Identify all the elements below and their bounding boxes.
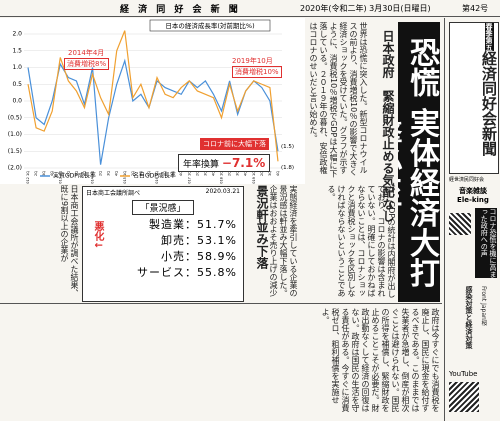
- data-label: (1.8): [281, 165, 294, 171]
- y-tick-label: (0.5): [8, 114, 22, 121]
- qr-code: [449, 213, 471, 235]
- x-tick-label: 2016 1Q: [155, 171, 159, 184]
- x-tick-label: 4Q: [211, 171, 215, 176]
- y-tick-label: 2.0: [12, 31, 22, 38]
- y-tick-label: 0.5: [12, 81, 22, 88]
- y-tick-label: 1.0: [12, 64, 22, 71]
- survey-title: 「景況感」: [132, 200, 194, 215]
- ad: コロナ恐慌を機に高まった政府への声: [475, 208, 497, 278]
- ad: 感染対策と経済対策: [465, 286, 473, 349]
- chart-title: 日本の経済成長率(対前期比%): [165, 21, 254, 30]
- issue: 第42号: [462, 4, 489, 13]
- ad: 音楽雑談 Ele-king: [449, 186, 497, 204]
- y-tick-label: (2.0): [8, 165, 22, 172]
- x-tick-label: 2012 1Q: [26, 171, 30, 184]
- sidebar: 春季第五経済同好会新聞 経世済民同好会 音楽雑談 Ele-king コロナ恐慌を機…: [444, 18, 500, 421]
- annotation: 年率換算: [183, 160, 220, 170]
- masthead: 経 済 同 好 会 新 聞 2020年(令和二年) 3月30日(日曜日) 第42…: [0, 0, 500, 17]
- annotation: 2019年10月: [232, 57, 273, 65]
- survey-date: 2020.03.21: [205, 188, 240, 195]
- x-tick-label: 2Q: [195, 171, 199, 176]
- x-tick-label: 2018 1Q: [220, 171, 224, 184]
- sidebar-title: 春季第五経済同好会新聞: [449, 22, 499, 174]
- org: 経世済民同好会: [449, 177, 485, 183]
- x-tick-label: 3Q: [203, 171, 207, 176]
- qr-code: [449, 382, 479, 412]
- x-tick-label: 2Q: [99, 171, 103, 176]
- ad-line: 音楽雑談: [459, 187, 487, 195]
- x-tick-label: 2017 1Q: [187, 171, 191, 184]
- x-tick-label: 2014 1Q: [91, 171, 95, 184]
- headline: 恐慌 実体経済大打撃必至: [398, 22, 440, 302]
- annotation-box: 年率換算 −7.1%: [178, 154, 271, 172]
- rule: [0, 303, 442, 304]
- body-text: が、GDPの統計は内閣府が出しており、コロナの影響は含まれていない。明確にしてお…: [327, 185, 396, 299]
- x-tick-label: 4Q: [82, 171, 86, 176]
- date: 2020年(令和二年) 3月30日(日曜日): [300, 4, 431, 13]
- survey-source: 日本商工会議所調べ 2020.03.21: [83, 187, 243, 198]
- x-tick-label: 2015 1Q: [123, 171, 127, 184]
- legend-label: 実質GDP成長率: [53, 172, 96, 180]
- x-tick-label: 2Q: [228, 171, 232, 176]
- survey-row: 卸売：53.1%: [161, 233, 237, 247]
- x-tick-label: 3Q: [268, 171, 272, 176]
- ad-line: Ele-king: [457, 196, 489, 204]
- x-tick-label: 4Q: [276, 171, 280, 176]
- x-tick-label: 3Q: [107, 171, 111, 176]
- y-tick-label: (1.5): [8, 148, 22, 155]
- x-tick-label: 3Q: [236, 171, 240, 176]
- y-tick-label: (1.0): [8, 131, 22, 138]
- subhead-line: 日本政府: [381, 30, 395, 78]
- survey-row: サービス：55.8%: [137, 265, 237, 279]
- chart: 日本の経済成長率(対前期比%) 2.0 1.5 1.0 0.5 0.0 (0.5) (1.0…: [0, 18, 305, 184]
- survey-rows: 製造業：51.7% 卸売：53.1% 小売：58.9% サービス：55.8%: [137, 217, 237, 281]
- annotation: −7.1%: [221, 156, 266, 170]
- x-tick-label: 4Q: [115, 171, 119, 176]
- x-tick-label: 3Q: [42, 171, 46, 176]
- x-tick-label: 2013 1Q: [58, 171, 62, 184]
- x-tick-label: 4Q: [244, 171, 248, 176]
- body-text: 実態経済を牽引している企業の景況感は軒並み大幅下落した。企業はおおよそ売り上げの…: [270, 185, 298, 297]
- x-tick-label: 2Q: [163, 171, 167, 176]
- x-tick-label: 2Q: [260, 171, 264, 176]
- tag: 春季第五: [485, 23, 494, 51]
- x-tick-label: 3Q: [74, 171, 78, 176]
- x-tick-label: 4Q: [179, 171, 183, 176]
- trend: 悪化↓: [92, 221, 103, 250]
- x-tick-label: 3Q: [171, 171, 175, 176]
- survey-row: 小売：58.9%: [161, 249, 237, 263]
- annotation: コロナ前に大幅下落: [200, 138, 269, 150]
- paper-name: 経 済 同 好 会 新 聞: [120, 5, 241, 15]
- body-text: 政府は今すぐにでも消費税を廃止し、国民に現金を給付するべきである。このままでは失…: [321, 308, 440, 412]
- ad: YouTube: [449, 370, 478, 378]
- x-tick-label: 2Q: [66, 171, 70, 176]
- ad: Front Japan桜: [480, 286, 487, 326]
- source: 日本商工会議所調べ: [86, 190, 141, 197]
- body-text: 日本商工会議所が調べた結果、既に9割以上の企業が: [60, 185, 79, 297]
- annotation: 2014年4月: [68, 49, 105, 57]
- body-text: 世界は恐慌に突入した。新型コロナウイルスの前より、消費増税10％の影響で大きく経…: [309, 22, 368, 178]
- x-tick-label: 4Q: [50, 171, 54, 176]
- x-tick-label: 2Q: [34, 171, 38, 176]
- subhead-line: 緊縮財政止める気配なし: [381, 90, 395, 222]
- title: 経済同好会新聞: [480, 51, 498, 156]
- x-tick-label: 3Q: [139, 171, 143, 176]
- y-tick-label: 1.5: [12, 47, 22, 54]
- x-tick-label: 2019 1Q: [252, 171, 256, 184]
- data-label: (1.5): [281, 144, 294, 150]
- annotation: 消費増税8%: [64, 58, 110, 70]
- legend-label: 名目GDP成長率: [133, 172, 176, 180]
- survey-box: 日本商工会議所調べ 2020.03.21 「景況感」 悪化↓ 製造業：51.7% 卸…: [82, 186, 244, 302]
- title-box: [149, 19, 271, 32]
- subhead: 日本政府 緊縮財政止める気配なし: [370, 30, 395, 230]
- survey-row: 製造業：51.7%: [149, 218, 237, 231]
- series-line: [27, 30, 279, 162]
- subhead: 景況軒並み下落: [255, 185, 269, 269]
- x-tick-label: 2Q: [131, 171, 135, 176]
- y-tick-label: 0.0: [12, 98, 22, 105]
- x-tick-label: 4Q: [147, 171, 151, 176]
- annotation: 消費増税10%: [232, 66, 282, 78]
